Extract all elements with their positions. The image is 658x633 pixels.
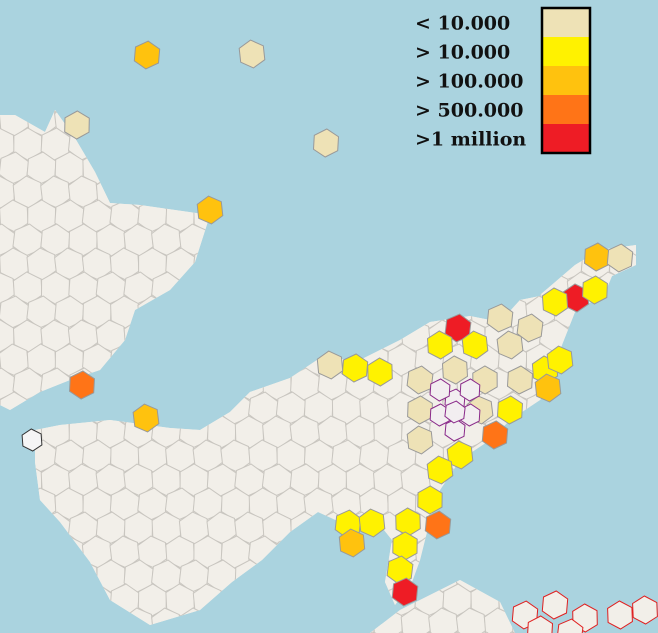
region-cell [582, 275, 608, 305]
legend-swatch [542, 124, 590, 153]
region-cell [541, 287, 569, 317]
region-cell [417, 485, 443, 515]
map-cell [428, 607, 459, 633]
region-cell [132, 403, 160, 433]
capital-cell [459, 378, 481, 402]
region-cell [426, 455, 454, 485]
legend-swatch [542, 8, 590, 37]
region-cell [64, 110, 90, 140]
map-cell [96, 559, 126, 593]
region-cell [426, 330, 454, 360]
region-cell [341, 353, 369, 383]
legend: < 10.000 > 10.000 > 100.000 > 500.000 >1 mil… [415, 6, 592, 155]
legend-swatch [542, 37, 590, 66]
region-cell [424, 510, 452, 540]
legend-label: > 100.000 [415, 71, 523, 93]
legend-frame [540, 6, 592, 155]
legend-label: < 10.000 [415, 13, 510, 35]
legend-swatch [542, 66, 590, 95]
region-cell [606, 243, 634, 273]
region-cell [338, 528, 366, 558]
region-cells [21, 39, 658, 633]
region-cell [446, 440, 474, 470]
region-cell [316, 350, 344, 380]
capital-cell [429, 378, 451, 402]
region-cell [391, 577, 419, 607]
region-cell [238, 39, 266, 69]
region-cell [406, 425, 434, 455]
outlined-cell [607, 600, 633, 630]
region-cell [486, 303, 514, 333]
outlined-cell [527, 615, 554, 633]
region-cell [534, 373, 562, 403]
region-cell [506, 365, 534, 395]
legend-label: >1 million [415, 129, 526, 151]
region-cell [407, 395, 433, 425]
region-cell [496, 395, 524, 425]
region-cell [196, 195, 224, 225]
legend-label: > 500.000 [415, 100, 523, 122]
capital-cell [444, 400, 466, 424]
outlined-cell [557, 618, 584, 633]
region-cell [461, 330, 489, 360]
capital-cell [444, 418, 466, 442]
map-cell [400, 607, 431, 633]
region-cell [133, 40, 161, 70]
region-cell [444, 313, 472, 343]
region-cell [516, 313, 544, 343]
region-cell [312, 128, 340, 158]
outlined-cell [21, 428, 43, 452]
region-cell [358, 508, 386, 538]
region-cell [441, 355, 469, 385]
outlined-cell [632, 595, 658, 625]
legend-label: > 10.000 [415, 42, 510, 64]
outlined-cell [541, 590, 569, 620]
region-cell [546, 345, 574, 375]
region-cell [481, 420, 509, 450]
legend-swatch [542, 95, 590, 124]
region-cell [68, 370, 96, 400]
region-cell [406, 365, 434, 395]
map-cell [455, 607, 487, 633]
